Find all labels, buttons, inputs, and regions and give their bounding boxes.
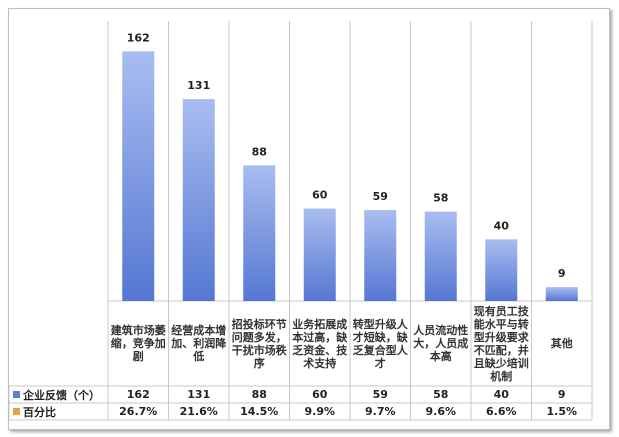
bar bbox=[122, 51, 155, 302]
category-label: 经营成本增加、利润降低 bbox=[171, 324, 227, 363]
bar bbox=[243, 165, 276, 301]
bar bbox=[485, 239, 518, 301]
data-label: 131 bbox=[187, 79, 210, 92]
table-cell: 9.9% bbox=[304, 405, 335, 418]
category-label: 建筑市场萎缩，竞争加剧 bbox=[110, 324, 166, 363]
data-label: 40 bbox=[494, 219, 510, 232]
table-row-header: 企业反馈（个） bbox=[11, 386, 106, 403]
bar bbox=[182, 99, 215, 301]
table-row-header: 百分比 bbox=[11, 403, 106, 420]
bar bbox=[303, 208, 336, 301]
table-cell: 162 bbox=[126, 388, 150, 401]
table-cell: 9.6% bbox=[425, 405, 456, 418]
data-label: 88 bbox=[252, 145, 267, 158]
table-cell: 9 bbox=[557, 388, 566, 401]
category-label: 人员流动性大，人员成本高 bbox=[413, 324, 469, 363]
chart-frame: 162 131 88 60 59 58 40 9 建筑市场萎缩，竞争加剧 经营成本增加、利润降低… bbox=[8, 8, 610, 430]
series-name: 百分比 bbox=[23, 405, 56, 419]
data-label: 59 bbox=[373, 190, 388, 203]
bar bbox=[424, 211, 457, 301]
category-label: 业务拓展成本过高，缺乏资金、技术支持 bbox=[292, 317, 348, 370]
category-label: 其他 bbox=[550, 337, 573, 350]
bar bbox=[364, 210, 397, 301]
table-cell: 9.7% bbox=[364, 405, 396, 418]
data-label: 60 bbox=[312, 189, 328, 202]
table-cell: 14.5% bbox=[240, 405, 279, 418]
table-cell: 26.7% bbox=[119, 405, 158, 418]
table-cell: 40 bbox=[493, 388, 509, 401]
table-cell: 6.6% bbox=[485, 405, 517, 418]
category-label: 现有员工技能水平与转型升级要求不匹配，并且缺少培训机制 bbox=[473, 304, 529, 383]
legend-key bbox=[13, 408, 20, 415]
table-cell: 1.5% bbox=[546, 405, 577, 418]
legend-key bbox=[13, 391, 20, 398]
bar bbox=[545, 287, 578, 301]
table-cell: 60 bbox=[312, 388, 328, 401]
data-label: 58 bbox=[433, 192, 448, 205]
chart-svg: 162 131 88 60 59 58 40 9 bbox=[9, 21, 593, 421]
category-label: 转型升级人才短缺，缺乏复合型人才 bbox=[352, 317, 408, 370]
data-label: 9 bbox=[558, 267, 566, 280]
table-cell: 21.6% bbox=[179, 405, 218, 418]
table-cell: 131 bbox=[187, 388, 211, 401]
category-label: 招投标环节问题多发，干扰市场秩序 bbox=[231, 317, 287, 370]
table-cell: 59 bbox=[372, 388, 388, 401]
table-cell: 88 bbox=[251, 388, 267, 401]
series-name: 企业反馈（个） bbox=[23, 388, 100, 402]
table-cell: 58 bbox=[433, 388, 449, 401]
data-label: 162 bbox=[127, 31, 150, 44]
